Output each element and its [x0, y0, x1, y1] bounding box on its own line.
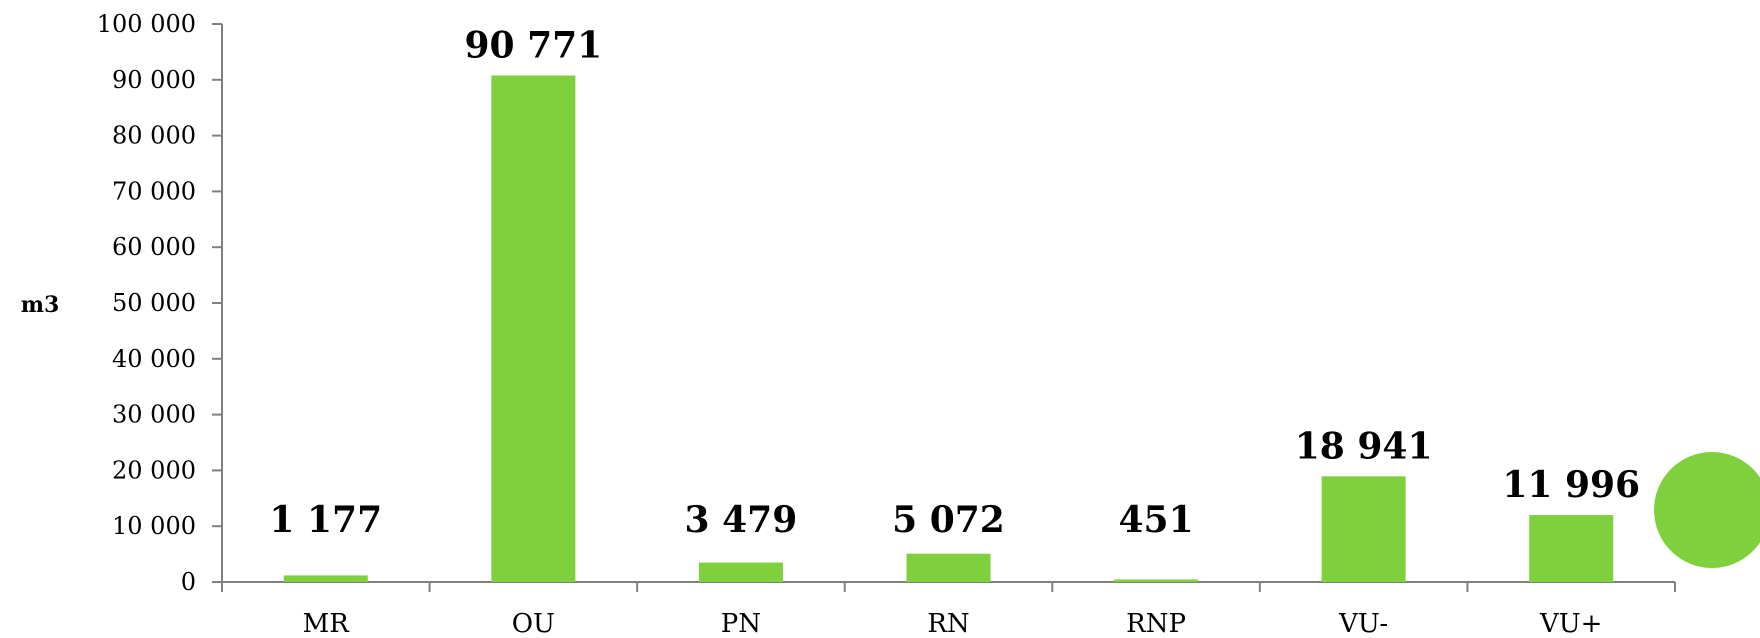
y-tick-label: 20 000: [112, 456, 196, 484]
y-axis: 0 10 000 20 000 30 000 40 000 50 000 60 000 70 …: [97, 10, 223, 596]
value-labels: 1 177 90 771 3 479 5 072 451 18 941 11 996: [269, 24, 1640, 541]
y-tick-label: 80 000: [112, 122, 196, 150]
bar-RN: [906, 553, 991, 582]
x-axis: MR OU PN RN RNP VU- VU+: [221, 581, 1676, 638]
bar-VU+: [1529, 515, 1614, 582]
x-tick-label: RN: [927, 609, 969, 638]
y-tick-label: 0: [181, 568, 196, 596]
y-tick-label: 10 000: [112, 512, 196, 540]
bar-VU-: [1321, 476, 1406, 582]
bar-MR: [283, 575, 368, 582]
data-label: 11 996: [1502, 464, 1640, 506]
x-tick-label: PN: [721, 609, 761, 638]
x-tick-label: VU-: [1338, 609, 1388, 638]
data-label: 90 771: [464, 24, 602, 66]
decorative-circle: [1654, 452, 1760, 568]
bar-PN: [698, 562, 783, 582]
y-axis-title: m3: [21, 292, 60, 318]
data-label: 1 177: [269, 499, 382, 541]
x-tick-label: MR: [303, 609, 351, 638]
y-tick-label: 40 000: [112, 345, 196, 373]
x-tick-label: VU+: [1539, 609, 1602, 638]
data-label: 5 072: [892, 499, 1005, 541]
bars: [283, 75, 1614, 583]
y-tick-label: 50 000: [112, 289, 196, 317]
data-label: 451: [1118, 499, 1193, 541]
y-tick-label: 30 000: [112, 401, 196, 429]
y-tick-label: 100 000: [97, 10, 196, 38]
data-label: 3 479: [685, 499, 798, 541]
bar-RNP: [1114, 579, 1199, 582]
x-tick-label: OU: [512, 609, 555, 638]
y-tick-label: 90 000: [112, 66, 196, 94]
y-tick-label: 60 000: [112, 233, 196, 261]
bar-OU: [491, 75, 576, 583]
x-tick-label: RNP: [1126, 609, 1186, 638]
y-tick-label: 70 000: [112, 177, 196, 205]
data-label: 18 941: [1295, 425, 1433, 467]
